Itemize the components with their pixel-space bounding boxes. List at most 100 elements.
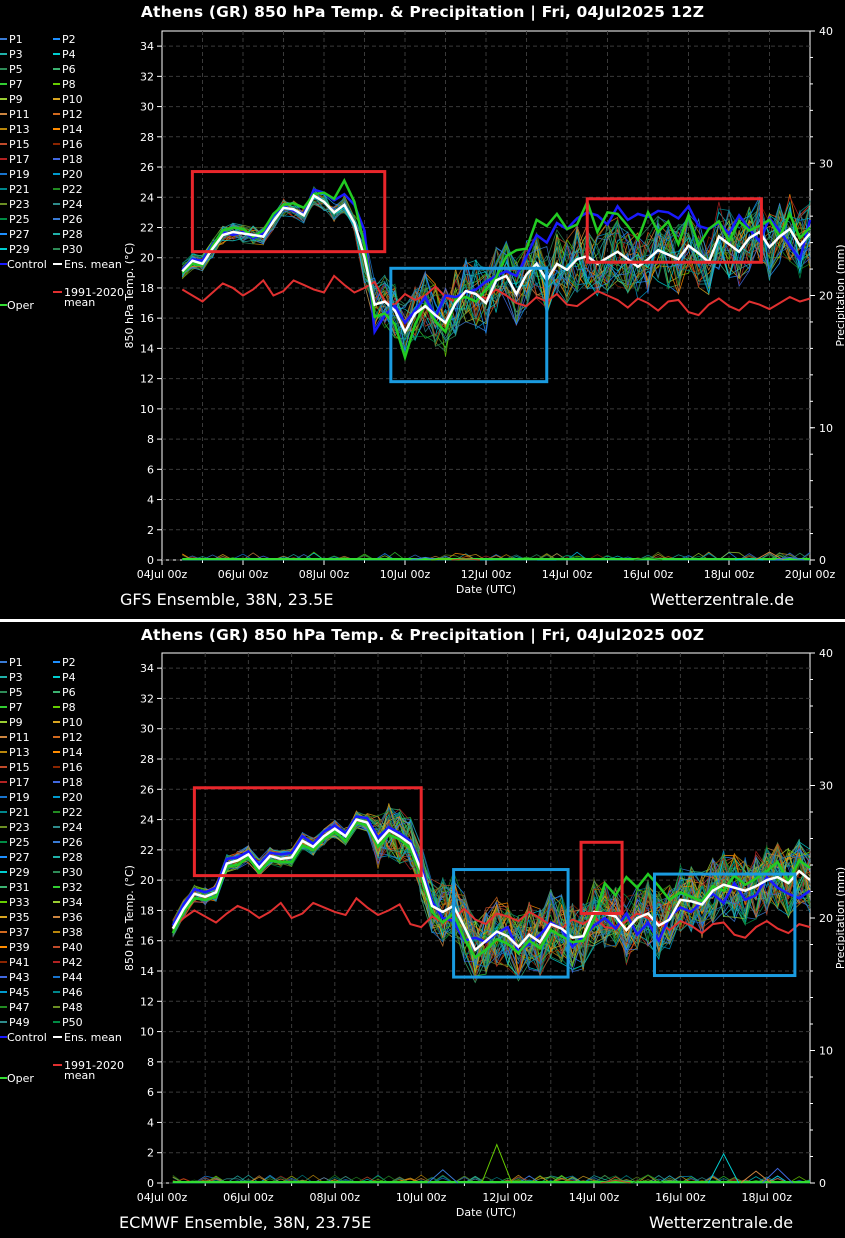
highlight-box <box>190 170 387 254</box>
highlight-box <box>579 840 624 915</box>
gfs-panel: Athens (GR) 850 hPa Temp. & Precipitatio… <box>0 3 845 609</box>
highlight-box <box>452 868 570 979</box>
y-tick-label: 26 <box>140 783 154 796</box>
legend-label: P27 <box>9 851 30 864</box>
x-tick-label: 18Jul 00z <box>704 568 755 581</box>
x-tick-label: 08Jul 00z <box>310 1191 361 1204</box>
x-tick-label: 16Jul 00z <box>655 1191 706 1204</box>
legend-label: P21 <box>9 806 30 819</box>
x-tick-label: 06Jul 00z <box>223 1191 274 1204</box>
x-tick-label: 14Jul 00z <box>542 568 593 581</box>
legend-label: P1 <box>9 33 23 46</box>
y2-tick-label: 0 <box>819 1177 826 1190</box>
legend-label: P24 <box>62 821 83 834</box>
legend-label: P3 <box>9 671 23 684</box>
legend-label: P47 <box>9 1001 30 1014</box>
legend-label: P23 <box>9 198 30 211</box>
member-line <box>172 816 811 976</box>
legend-label: P17 <box>9 153 30 166</box>
y-tick-label: 30 <box>140 101 154 114</box>
precip-spike <box>411 556 440 561</box>
legend-label: P8 <box>62 701 76 714</box>
y-tick-label: 10 <box>140 1026 154 1039</box>
precip-spike <box>600 1179 631 1184</box>
site-label: Wetterzentrale.de <box>650 590 795 609</box>
legend-label: P10 <box>62 93 83 106</box>
y-tick-label: 28 <box>140 131 154 144</box>
legend-clim-label-2: mean <box>64 296 95 309</box>
legend-label: P19 <box>9 168 30 181</box>
legend-label: P46 <box>62 986 83 999</box>
legend-clim-label: 1991-2020 <box>64 286 124 299</box>
y-tick-label: 28 <box>140 753 154 766</box>
x-tick-label: 06Jul 00z <box>218 568 269 581</box>
x-tick-label: 04Jul 00z <box>137 568 188 581</box>
y-axis-label: 850 hPa Temp. (°C) <box>123 865 136 971</box>
oper-line <box>171 821 811 960</box>
x-axis-label: Date (UTC) <box>456 1206 516 1219</box>
y-tick-label: 24 <box>140 814 154 827</box>
y-tick-label: 18 <box>140 282 154 295</box>
model-label: GFS Ensemble, 38N, 23.5E <box>120 590 334 609</box>
legend-mean-label: Ens. mean <box>64 1031 122 1044</box>
legend-mean-label: Ens. mean <box>64 258 122 271</box>
legend-label: P2 <box>62 656 76 669</box>
legend-clim-label-2: mean <box>64 1069 95 1082</box>
legend-label: P42 <box>62 956 83 969</box>
ens-mean-line <box>181 193 811 335</box>
y-tick-label: 12 <box>140 373 154 386</box>
legend-label: P18 <box>62 776 83 789</box>
legend-label: P15 <box>9 138 30 151</box>
y-tick-label: 34 <box>140 662 154 675</box>
y2-tick-label: 20 <box>819 912 833 925</box>
legend-label: P11 <box>9 731 30 744</box>
y-tick-label: 18 <box>140 904 154 917</box>
y-tick-label: 6 <box>147 1086 154 1099</box>
legend-label: P34 <box>62 896 83 909</box>
legend-label: P14 <box>62 746 83 759</box>
legend-label: P1 <box>9 656 23 669</box>
precip-spike <box>632 1174 664 1184</box>
legend-label: P26 <box>62 213 83 226</box>
legend-label: P13 <box>9 123 30 136</box>
legend-label: P5 <box>9 63 23 76</box>
x-tick-label: 08Jul 00z <box>299 568 350 581</box>
y-tick-label: 14 <box>140 965 154 978</box>
highlight-box <box>389 266 549 384</box>
y-tick-label: 8 <box>147 1056 154 1069</box>
precip-spike <box>775 556 804 561</box>
x-axis-label: Date (UTC) <box>456 583 516 596</box>
legend-label: P7 <box>9 701 23 714</box>
y-axis-label: 850 hPa Temp. (°C) <box>123 243 136 349</box>
precip-spike <box>427 1169 459 1184</box>
y2-tick-label: 40 <box>819 647 833 660</box>
member-line <box>172 803 811 973</box>
legend-control-label: Control <box>7 258 47 271</box>
legend-label: P9 <box>9 93 23 106</box>
panel-divider <box>0 619 845 622</box>
legend-label: P49 <box>9 1016 30 1029</box>
legend-label: P13 <box>9 746 30 759</box>
oper-line <box>181 177 811 362</box>
y2-axis-label: Precipitation (mm) <box>834 867 845 969</box>
y-tick-label: 2 <box>147 524 154 537</box>
y-tick-label: 34 <box>140 40 154 53</box>
y-tick-label: 2 <box>147 1147 154 1160</box>
y-tick-label: 14 <box>140 342 154 355</box>
legend-clim-label: 1991-2020 <box>64 1059 124 1072</box>
legend-label: P45 <box>9 986 30 999</box>
legend-label: P20 <box>62 791 83 804</box>
highlight-box <box>192 786 423 878</box>
y2-tick-label: 10 <box>819 422 833 435</box>
y-tick-label: 20 <box>140 874 154 887</box>
y-tick-label: 22 <box>140 844 154 857</box>
legend-label: P17 <box>9 776 30 789</box>
legend-label: P14 <box>62 123 83 136</box>
legend-label: P31 <box>9 881 30 894</box>
y-tick-label: 20 <box>140 252 154 265</box>
member-line <box>172 803 811 974</box>
legend-label: P26 <box>62 836 83 849</box>
legend-label: P37 <box>9 926 30 939</box>
legend-label: P27 <box>9 228 30 241</box>
legend-label: P25 <box>9 213 30 226</box>
